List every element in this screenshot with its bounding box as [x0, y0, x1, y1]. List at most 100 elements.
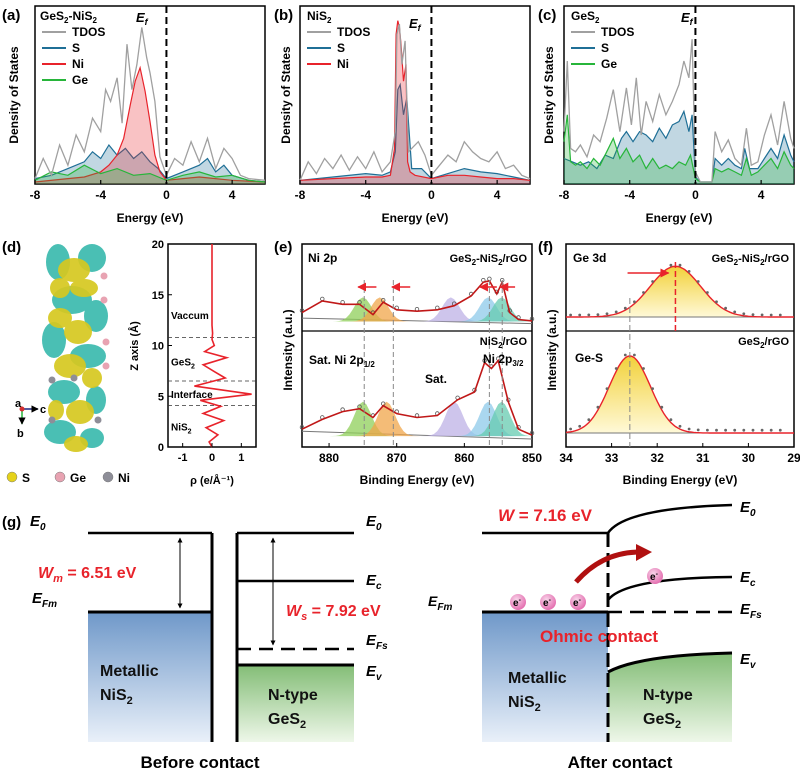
- xtick-label-c--8: -8: [559, 188, 570, 202]
- sample-bottom-e: NiS2/rGO: [480, 336, 528, 350]
- panel-a: (a) Density of States -8 -4 0 4 GeS2-NiS2 E…: [2, 5, 266, 225]
- peak-label-sat-ni2p12: Sat. Ni 2p1/2: [309, 353, 375, 369]
- ef-label-c: Ef: [681, 10, 694, 27]
- xtick-label-a--8: -8: [30, 188, 41, 202]
- ytick-label-d-15: 15: [152, 290, 164, 302]
- svg-text:e-: e-: [573, 597, 582, 609]
- ytick-label-d-20: 20: [152, 239, 164, 251]
- data-point-f-1: [687, 427, 691, 431]
- peak-component-e-0-4: [467, 297, 536, 322]
- plot-frame-b: [299, 5, 531, 185]
- svg-text:e-: e-: [650, 571, 659, 583]
- ef-label-b: Ef: [409, 16, 422, 33]
- data-point-f-0: [605, 312, 609, 316]
- dos-line-s-a: [34, 143, 266, 183]
- xtick-label-b-0: 0: [428, 188, 435, 202]
- legend-label-s-a: S: [72, 41, 80, 55]
- xlabel-c: Energy (eV): [646, 211, 713, 225]
- legend-label-ge-c: Ge: [601, 57, 617, 71]
- peak-component-e-1-4: [467, 401, 536, 437]
- dos-line-ni-a: [34, 65, 266, 183]
- ef-label-a: Ef: [136, 10, 149, 27]
- dos-line-ge-a: [34, 164, 266, 183]
- axis-a-origin: [19, 406, 25, 412]
- plot-area-f: 34 33 32 31 30 29: [559, 262, 800, 465]
- data-point-f-1: [760, 428, 764, 432]
- xlabel-e: Binding Energy (eV): [360, 473, 475, 487]
- structure-axes: a c b: [15, 398, 46, 440]
- xlabel-b: Energy (eV): [382, 211, 449, 225]
- plot-frame-f: [565, 243, 795, 448]
- e0-label-left: E0: [30, 513, 46, 533]
- electron-flow-arrowhead: [636, 544, 652, 561]
- isosurface-accumulation: [48, 258, 102, 452]
- metal-block-after: [482, 612, 608, 742]
- charge-density-line: [194, 244, 252, 448]
- xtick-label-b--8: -8: [295, 188, 306, 202]
- xtick-label-f-30: 30: [742, 451, 756, 465]
- ytick-label-d-5: 5: [158, 391, 164, 403]
- efm-label-after: EFm: [428, 593, 452, 613]
- plot-frame-c: [563, 5, 795, 185]
- label-ni2p: Ni 2p: [308, 251, 337, 265]
- xtick-label-e-860: 860: [454, 451, 474, 465]
- data-point-f-0: [769, 313, 773, 317]
- data-point-f-1: [633, 353, 636, 357]
- dos-fill-ni-a: [35, 67, 265, 184]
- semi-name-before: N-type: [268, 687, 318, 704]
- panel-label-b: (b): [274, 7, 293, 24]
- xtick-label-e-850: 850: [522, 451, 542, 465]
- region-label-3: NiS2: [171, 423, 192, 436]
- dos-fill-s-c: [564, 111, 794, 184]
- ohmic-contact-label: Ohmic contact: [540, 627, 658, 646]
- dos-line-tdos-a: [34, 27, 266, 181]
- data-point-f-0: [733, 310, 737, 314]
- metal-formula-after: NiS2: [508, 694, 541, 714]
- data-point-f-1: [569, 427, 572, 431]
- atom-legend-label-ni: Ni: [118, 471, 130, 485]
- efs-label-after: EFs: [740, 601, 762, 621]
- peak-label-ges: Ge-S: [575, 351, 603, 365]
- dos-line-s-c: [563, 109, 795, 183]
- data-point-f-0: [633, 300, 636, 304]
- atom-legend-dot-ge: [54, 471, 66, 483]
- before-contact-diagram: E0 E0 Wm = 6.51 eV EFm Ec Ws = 7.92 eV E…: [30, 513, 388, 771]
- data-point-f-0: [724, 306, 727, 310]
- metal-name-before: Metallic: [100, 663, 159, 680]
- zaxis-ylabel: Z axis (Å): [128, 321, 141, 371]
- ytick-label-d-0: 0: [158, 442, 164, 454]
- data-point-f-0: [678, 263, 682, 267]
- atom-markers: [48, 272, 110, 424]
- efm-label-before: EFm: [32, 590, 57, 610]
- xtick-label-c-0: 0: [692, 188, 699, 202]
- data-point-f-0: [578, 313, 582, 317]
- before-contact-title: Before contact: [140, 753, 259, 771]
- data-point-f-1: [706, 428, 709, 432]
- ylabel-e: Intensity (a.u.): [281, 309, 295, 390]
- xtick-label-a-4: 4: [229, 188, 236, 202]
- wm-label: Wm = 6.51 eV: [38, 565, 137, 585]
- xlabel-a: Energy (eV): [117, 211, 184, 225]
- xtick-label-a-0: 0: [163, 188, 170, 202]
- title-c: GeS2: [571, 9, 600, 25]
- xtick-label-a--4: -4: [95, 188, 106, 202]
- data-point-f-0: [587, 313, 591, 317]
- sample-top-e: GeS2-NiS2/rGO: [450, 253, 528, 267]
- efs-label-before: EFs: [366, 632, 388, 652]
- data-point-f-0: [696, 280, 700, 283]
- dos-line-tdos-c: [563, 39, 795, 183]
- ev-label-before: Ev: [366, 663, 383, 683]
- peak-component-e-1-3: [454, 401, 522, 437]
- data-point-f-1: [778, 428, 782, 432]
- fit-line-f-0: [566, 265, 794, 318]
- xtick-label-c-4: 4: [758, 188, 765, 202]
- metal-formula-before: NiS2: [100, 687, 133, 707]
- legend-label-tdos-c: TDOS: [601, 25, 634, 39]
- data-point-f-0: [715, 300, 718, 304]
- axis-c-label: c: [40, 404, 46, 416]
- data-point-f-1: [678, 424, 682, 428]
- svg-text:e-: e-: [513, 597, 522, 609]
- xtick-label-d--1: -1: [178, 452, 188, 464]
- data-point-f-1: [724, 428, 727, 432]
